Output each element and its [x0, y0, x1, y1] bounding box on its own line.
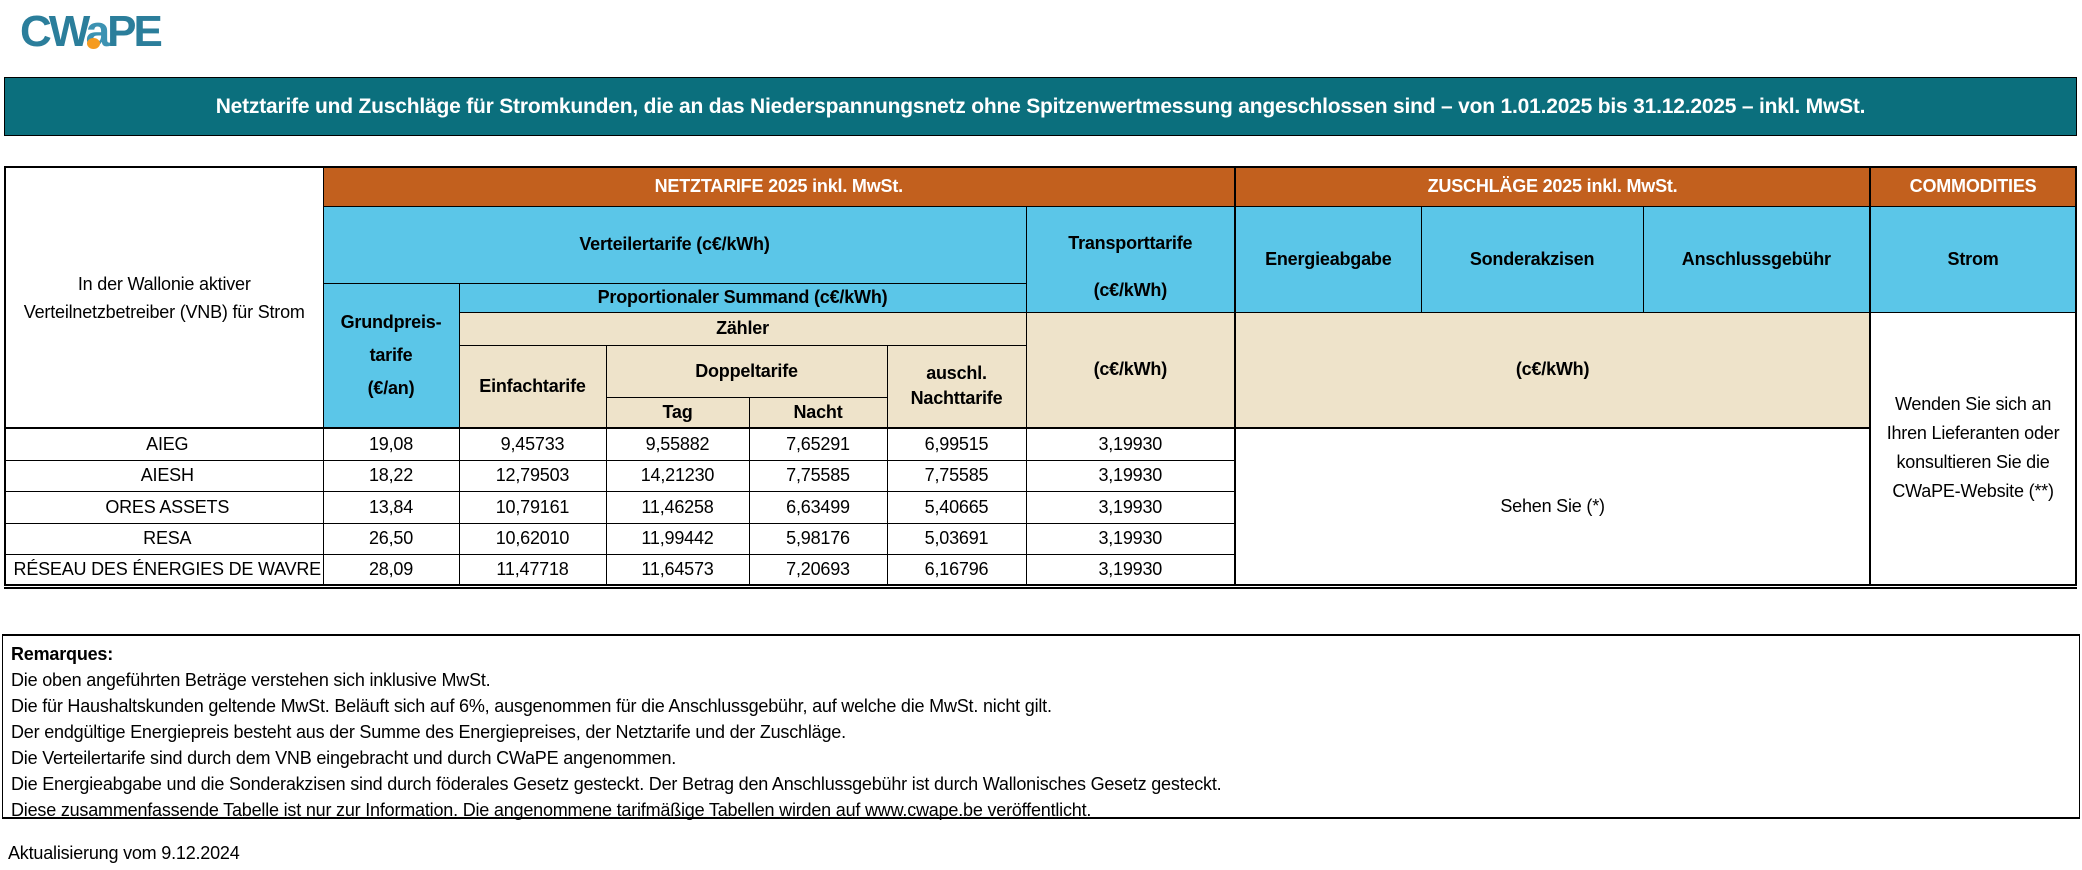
- update-date: Aktualisierung vom 9.12.2024: [8, 843, 240, 863]
- logo-part1: CW: [20, 7, 89, 56]
- einfachtarif-value: 9,45733: [458, 427, 607, 461]
- header-proportionaler-summand: Proportionaler Summand (c€/kWh): [458, 282, 1027, 313]
- header-strom: Strom: [1869, 205, 2077, 313]
- nachttarif-value: 7,75585: [886, 459, 1027, 492]
- header-doppeltarife: Doppeltarife: [605, 344, 888, 398]
- title-banner: Netztarife und Zuschläge für Stromkunden…: [4, 77, 2077, 136]
- tag-value: 11,64573: [605, 553, 750, 587]
- remark-line: Die oben angeführten Beträge verstehen s…: [11, 670, 491, 690]
- transport-value: 3,19930: [1025, 522, 1236, 555]
- vnb-column-header: In der Wallonie aktiver Verteilnetzbetre…: [4, 166, 324, 429]
- grundpreis-line3: (€/an): [367, 377, 415, 398]
- tag-value: 14,21230: [605, 459, 750, 492]
- transport-value: 3,19930: [1025, 427, 1236, 461]
- table-row: RESA 26,50 10,62010 11,99442 5,98176 5,0…: [4, 522, 2076, 555]
- logo-part2: a: [85, 7, 111, 56]
- cwape-logo: CWaPE: [20, 8, 190, 60]
- vnb-header-line1: In der Wallonie aktiver: [77, 273, 251, 294]
- transport-value: 3,19930: [1025, 490, 1236, 524]
- grundpreis-line1: Grundpreis-: [340, 311, 442, 332]
- vnb-name: AIESH: [4, 459, 324, 492]
- grundpreis-value: 13,84: [322, 490, 460, 524]
- remark-line: Die Verteilertarife sind durch dem VNB e…: [11, 748, 677, 768]
- header-anschlussgebuehr: Anschlussgebühr: [1642, 205, 1871, 313]
- header-verteilertarife: Verteilertarife (c€/kWh): [322, 205, 1027, 284]
- section-header-netztarife: NETZTARIFE 2025 inkl. MwSt.: [322, 166, 1236, 207]
- grundpreis-value: 26,50: [322, 522, 460, 555]
- table-row: RÉSEAU DES ÉNERGIES DE WAVRE 28,09 11,47…: [4, 553, 2076, 587]
- grundpreis-line2: tarife: [369, 344, 413, 365]
- remark-line: Die Energieabgabe und die Sonderakzisen …: [11, 774, 1222, 794]
- header-grundpreistarife: Grundpreis- tarife (€/an): [322, 282, 460, 429]
- zuschlaege-unit-cell: (c€/kWh): [1234, 311, 1871, 429]
- tag-value: 9,55882: [605, 427, 750, 461]
- transport-value: 3,19930: [1025, 459, 1236, 492]
- transport-unit-cell: (c€/kWh): [1025, 311, 1236, 429]
- grundpreis-value: 18,22: [322, 459, 460, 492]
- table-row: AIESH 18,22 12,79503 14,21230 7,75585 7,…: [4, 459, 2076, 492]
- header-nacht: Nacht: [748, 396, 888, 429]
- nacht-value: 7,20693: [748, 553, 888, 587]
- einfachtarif-value: 10,79161: [458, 490, 607, 524]
- section-header-commodities: COMMODITIES: [1869, 166, 2077, 207]
- table-row: ORES ASSETS 13,84 10,79161 11,46258 6,63…: [4, 490, 2076, 524]
- commodities-note-cell: Wenden Sie sich an Ihren Lieferanten ode…: [1869, 311, 2077, 587]
- page-title: Netztarife und Zuschläge für Stromkunden…: [215, 94, 1866, 118]
- logo-orange-dot-icon: [87, 38, 100, 49]
- vnb-name: AIEG: [4, 427, 324, 461]
- einfachtarif-value: 10,62010: [458, 522, 607, 555]
- header-sonderakzisen: Sonderakzisen: [1420, 205, 1644, 313]
- header-nachttarife: auschl. Nachttarife: [886, 344, 1027, 429]
- header-energieabgabe: Energieabgabe: [1234, 205, 1422, 313]
- remark-line: Die für Haushaltskunden geltende MwSt. B…: [11, 696, 1052, 716]
- zuschlaege-note-cell: Sehen Sie (*): [1234, 427, 1871, 587]
- header-zaehler: Zähler: [458, 311, 1027, 346]
- nachttarife-line2: Nachttarife: [910, 388, 1003, 409]
- grundpreis-value: 19,08: [322, 427, 460, 461]
- nacht-value: 7,65291: [748, 427, 888, 461]
- remarks-box: Remarques: Die oben angeführten Beträge …: [2, 634, 2080, 820]
- header-einfachtarife: Einfachtarife: [458, 344, 607, 429]
- section-header-zuschlaege: ZUSCHLÄGE 2025 inkl. MwSt.: [1234, 166, 1871, 207]
- tag-value: 11,46258: [605, 490, 750, 524]
- nachttarif-value: 6,99515: [886, 427, 1027, 461]
- einfachtarif-value: 12,79503: [458, 459, 607, 492]
- transporttarife-unit: (c€/kWh): [1093, 280, 1168, 300]
- tariff-table: In der Wallonie aktiver Verteilnetzbetre…: [4, 166, 2078, 589]
- nacht-value: 6,63499: [748, 490, 888, 524]
- tag-value: 11,99442: [605, 522, 750, 555]
- vnb-name: ORES ASSETS: [4, 490, 324, 524]
- nachttarif-value: 5,03691: [886, 522, 1027, 555]
- logo-part3: PE: [107, 7, 163, 56]
- header-transporttarife: Transporttarife (c€/kWh): [1025, 205, 1236, 313]
- remark-line: Der endgültige Energiepreis besteht aus …: [11, 722, 846, 742]
- table-row: AIEG 19,08 9,45733 9,55882 7,65291 6,995…: [4, 427, 2076, 587]
- transport-value: 3,19930: [1025, 553, 1236, 587]
- nachttarif-value: 6,16796: [886, 553, 1027, 587]
- vnb-header-line2: Verteilnetzbetreiber (VNB) für Strom: [23, 301, 305, 322]
- vnb-name: RESA: [4, 522, 324, 555]
- cwape-logo-text: CWaPE: [20, 8, 190, 56]
- nachttarife-line1: auschl.: [926, 363, 987, 384]
- nachttarif-value: 5,40665: [886, 490, 1027, 524]
- nacht-value: 5,98176: [748, 522, 888, 555]
- nacht-value: 7,75585: [748, 459, 888, 492]
- remark-line: Diese zusammenfassende Tabelle ist nur z…: [11, 800, 1092, 820]
- header-tag: Tag: [605, 396, 750, 429]
- vnb-name: RÉSEAU DES ÉNERGIES DE WAVRE: [4, 553, 324, 587]
- grundpreis-value: 28,09: [322, 553, 460, 587]
- transporttarife-label: Transporttarife: [1068, 233, 1193, 253]
- remarks-title: Remarques:: [11, 644, 114, 664]
- einfachtarif-value: 11,47718: [458, 553, 607, 587]
